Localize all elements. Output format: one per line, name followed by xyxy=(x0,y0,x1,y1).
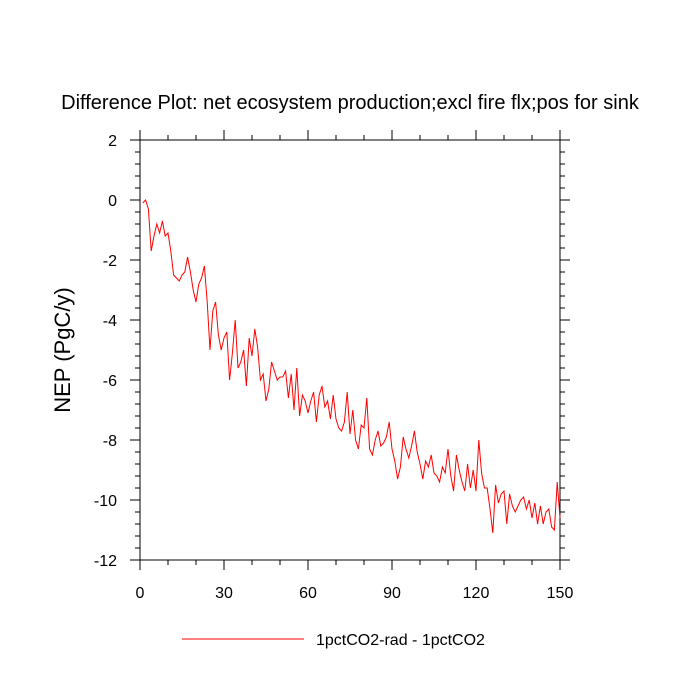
y-tick-label: -12 xyxy=(94,553,117,570)
plot-frame xyxy=(139,139,561,561)
x-tick-label: 0 xyxy=(136,585,145,602)
y-tick-label: -2 xyxy=(103,253,117,270)
x-tick-label: 150 xyxy=(547,585,574,602)
legend: 1pctCO2-rad - 1pctCO2 xyxy=(182,632,485,649)
legend-label: 1pctCO2-rad - 1pctCO2 xyxy=(316,632,485,649)
x-tick-label: 30 xyxy=(215,585,233,602)
series-line xyxy=(142,199,561,534)
tick-labels: 0 30 60 90 120 150 2 0 -2 -4 -6 -8 -10 -12 xyxy=(94,133,574,602)
x-tick-label: 120 xyxy=(463,585,490,602)
y-axis-label: NEP (PgC/y) xyxy=(50,287,75,413)
y-tick-label: 0 xyxy=(108,193,117,210)
x-tick-label: 90 xyxy=(383,585,401,602)
tick-marks xyxy=(130,130,570,570)
y-tick-label: -10 xyxy=(94,493,117,510)
y-tick-label: -8 xyxy=(103,433,117,450)
y-tick-label: -4 xyxy=(103,313,117,330)
x-tick-label: 60 xyxy=(299,585,317,602)
chart-title: Difference Plot: net ecosystem productio… xyxy=(61,92,640,114)
y-tick-label: 2 xyxy=(108,133,117,150)
series-layer xyxy=(142,199,561,534)
y-tick-label: -6 xyxy=(103,373,117,390)
